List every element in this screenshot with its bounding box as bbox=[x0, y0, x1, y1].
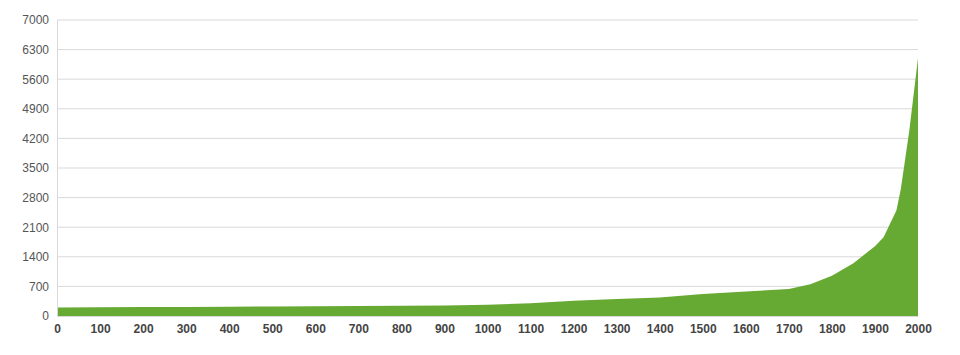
y-axis-line bbox=[57, 21, 58, 317]
x-tick-label: 700 bbox=[349, 322, 369, 336]
x-tick-label: 600 bbox=[306, 322, 326, 336]
marks bbox=[57, 58, 918, 316]
x-tick: 200 bbox=[134, 316, 154, 336]
y-tick: 5600 bbox=[22, 73, 57, 87]
area bbox=[57, 58, 918, 316]
y-tick-label: 5600 bbox=[22, 73, 49, 87]
x-tick-label: 800 bbox=[392, 322, 412, 336]
x-tick: 500 bbox=[263, 316, 283, 336]
x-tick: 1600 bbox=[733, 316, 760, 336]
chart: 0700140021002800350042004900560063007000… bbox=[0, 0, 960, 355]
x-tick: 600 bbox=[306, 316, 326, 336]
x-tick: 800 bbox=[392, 316, 412, 336]
x-tick-label: 200 bbox=[134, 322, 154, 336]
grid-line bbox=[57, 168, 918, 169]
x-axis-line bbox=[58, 316, 919, 317]
x-tick-label: 1500 bbox=[690, 322, 717, 336]
y-tick: 4900 bbox=[22, 102, 57, 116]
x-tick-label: 1200 bbox=[561, 322, 588, 336]
x-tick-label: 2000 bbox=[905, 322, 932, 336]
x-tick: 400 bbox=[220, 316, 240, 336]
y-tick-label: 2800 bbox=[22, 191, 49, 205]
y-tick: 4200 bbox=[22, 132, 57, 146]
y-tick: 1400 bbox=[22, 250, 57, 264]
y-tick-label: 0 bbox=[42, 309, 49, 323]
y-tick-label: 6300 bbox=[22, 43, 49, 57]
x-tick-label: 0 bbox=[54, 322, 61, 336]
grid-line bbox=[57, 138, 918, 139]
grid-line bbox=[57, 79, 918, 80]
x-tick-label: 1100 bbox=[518, 322, 544, 336]
grid-line bbox=[57, 256, 918, 257]
y-tick: 2800 bbox=[22, 191, 57, 205]
x-tick: 1700 bbox=[776, 316, 803, 336]
y-tick-label: 700 bbox=[29, 280, 49, 294]
grid-line bbox=[57, 108, 918, 109]
x-tick: 700 bbox=[349, 316, 369, 336]
plot: 0700140021002800350042004900560063007000… bbox=[22, 13, 932, 335]
y-tick-label: 1400 bbox=[22, 250, 49, 264]
y-tick: 6300 bbox=[22, 43, 57, 57]
grid-line bbox=[57, 286, 918, 287]
y-tick: 7000 bbox=[22, 13, 57, 27]
y-axis: 0 700 1400 2100 2800 3500 4200 4900 5600 6300 7000 bbox=[22, 13, 57, 323]
y-tick: 700 bbox=[29, 280, 57, 294]
x-tick-label: 1000 bbox=[475, 322, 502, 336]
y-tick-label: 3500 bbox=[22, 161, 49, 175]
grid-line bbox=[57, 227, 918, 228]
x-tick: 900 bbox=[435, 316, 455, 336]
x-tick: 1900 bbox=[862, 316, 889, 336]
x-tick: 300 bbox=[177, 316, 197, 336]
x-tick: 1500 bbox=[690, 316, 717, 336]
y-tick-label: 4200 bbox=[22, 132, 49, 146]
x-tick-label: 900 bbox=[435, 322, 455, 336]
x-tick-label: 1300 bbox=[604, 322, 631, 336]
x-tick: 0 bbox=[54, 316, 61, 336]
x-tick: 1800 bbox=[819, 316, 846, 336]
y-tick-label: 4900 bbox=[22, 102, 49, 116]
x-tick: 1100 bbox=[518, 316, 544, 336]
x-tick: 1400 bbox=[647, 316, 674, 336]
x-tick: 1300 bbox=[604, 316, 631, 336]
grid-line bbox=[57, 49, 918, 50]
y-tick-label: 2100 bbox=[22, 221, 49, 235]
y-tick: 2100 bbox=[22, 221, 57, 235]
y-tick-label: 7000 bbox=[22, 13, 49, 27]
x-tick-label: 1900 bbox=[862, 322, 889, 336]
grid-line bbox=[57, 197, 918, 198]
x-tick-label: 1700 bbox=[776, 322, 803, 336]
x-tick-label: 1400 bbox=[647, 322, 674, 336]
x-axis: 0 100 200 300 400 500 600 700 800 900 1000 1100 1200… bbox=[54, 316, 932, 336]
x-tick-label: 1800 bbox=[819, 322, 846, 336]
x-tick: 2000 bbox=[905, 316, 932, 336]
x-tick-label: 400 bbox=[220, 322, 240, 336]
y-tick: 3500 bbox=[22, 161, 57, 175]
x-tick-label: 300 bbox=[177, 322, 197, 336]
x-tick-label: 500 bbox=[263, 322, 283, 336]
x-tick-label: 1600 bbox=[733, 322, 760, 336]
x-tick: 1000 bbox=[475, 316, 502, 336]
x-tick: 1200 bbox=[561, 316, 588, 336]
x-tick-label: 100 bbox=[91, 322, 111, 336]
grid bbox=[57, 20, 918, 316]
grid-line bbox=[57, 20, 918, 21]
x-tick: 100 bbox=[91, 316, 111, 336]
